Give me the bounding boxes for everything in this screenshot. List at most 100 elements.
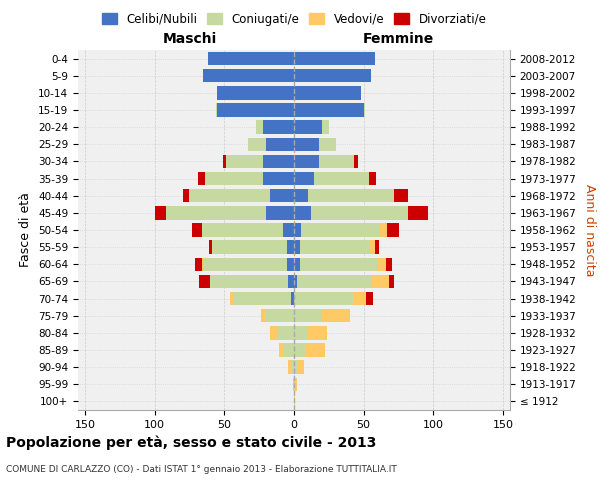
Bar [375, 240, 379, 254]
Bar [263, 172, 294, 186]
Bar [271, 189, 294, 202]
Bar [294, 154, 319, 168]
Bar [217, 104, 294, 117]
Bar [294, 206, 311, 220]
Bar [260, 309, 266, 322]
Bar [233, 292, 291, 306]
Bar [211, 274, 289, 288]
Text: Femmine: Femmine [363, 32, 434, 46]
Bar [208, 52, 294, 66]
Bar [301, 224, 379, 236]
Legend: Celibi/Nubili, Coniugati/e, Vedovi/e, Divorziati/e: Celibi/Nubili, Coniugati/e, Vedovi/e, Di… [101, 12, 487, 26]
Bar [308, 326, 328, 340]
Bar [283, 224, 294, 236]
Bar [192, 224, 202, 236]
Bar [155, 206, 166, 220]
Bar [226, 154, 263, 168]
Bar [203, 69, 294, 82]
Bar [287, 240, 294, 254]
Bar [212, 240, 287, 254]
Bar [314, 172, 369, 186]
Bar [294, 120, 322, 134]
Bar [289, 274, 294, 288]
Bar [294, 172, 314, 186]
Bar [311, 206, 408, 220]
Bar [299, 240, 369, 254]
Bar [223, 154, 226, 168]
Bar [389, 274, 394, 288]
Bar [299, 258, 377, 271]
Bar [198, 172, 205, 186]
Bar [278, 344, 284, 356]
Bar [297, 360, 304, 374]
Bar [294, 240, 299, 254]
Bar [263, 120, 294, 134]
Bar [203, 258, 287, 271]
Bar [294, 224, 301, 236]
Bar [199, 274, 211, 288]
Bar [294, 52, 375, 66]
Bar [289, 360, 291, 374]
Bar [294, 344, 305, 356]
Bar [294, 86, 361, 100]
Bar [205, 172, 263, 186]
Bar [293, 378, 294, 391]
Bar [266, 138, 294, 151]
Bar [408, 206, 428, 220]
Bar [369, 172, 376, 186]
Bar [308, 189, 394, 202]
Bar [263, 154, 294, 168]
Bar [379, 224, 388, 236]
Bar [190, 189, 271, 202]
Bar [230, 292, 233, 306]
Bar [294, 326, 308, 340]
Y-axis label: Fasce di età: Fasce di età [19, 192, 32, 268]
Y-axis label: Anni di nascita: Anni di nascita [583, 184, 596, 276]
Text: Maschi: Maschi [163, 32, 217, 46]
Bar [394, 189, 408, 202]
Bar [291, 360, 294, 374]
Bar [256, 120, 263, 134]
Bar [294, 189, 308, 202]
Bar [294, 292, 353, 306]
Bar [284, 344, 294, 356]
Bar [248, 138, 266, 151]
Bar [182, 189, 190, 202]
Bar [271, 326, 277, 340]
Bar [294, 378, 297, 391]
Bar [294, 360, 297, 374]
Bar [294, 104, 364, 117]
Text: COMUNE DI CARLAZZO (CO) - Dati ISTAT 1° gennaio 2013 - Elaborazione TUTTITALIA.I: COMUNE DI CARLAZZO (CO) - Dati ISTAT 1° … [6, 465, 397, 474]
Bar [266, 206, 294, 220]
Bar [294, 309, 322, 322]
Bar [294, 138, 319, 151]
Bar [372, 274, 389, 288]
Bar [322, 309, 350, 322]
Bar [353, 292, 367, 306]
Bar [294, 274, 297, 288]
Bar [294, 69, 371, 82]
Bar [291, 292, 294, 306]
Bar [266, 309, 294, 322]
Bar [364, 104, 365, 117]
Bar [322, 120, 329, 134]
Bar [209, 240, 212, 254]
Bar [202, 258, 203, 271]
Bar [369, 240, 375, 254]
Bar [354, 154, 358, 168]
Bar [319, 138, 336, 151]
Text: Popolazione per età, sesso e stato civile - 2013: Popolazione per età, sesso e stato civil… [6, 435, 376, 450]
Bar [297, 274, 372, 288]
Bar [202, 224, 283, 236]
Bar [277, 326, 294, 340]
Bar [294, 258, 299, 271]
Bar [388, 224, 398, 236]
Bar [195, 258, 202, 271]
Bar [319, 154, 354, 168]
Bar [287, 258, 294, 271]
Bar [386, 258, 392, 271]
Bar [294, 394, 295, 408]
Bar [217, 86, 294, 100]
Bar [367, 292, 373, 306]
Bar [166, 206, 266, 220]
